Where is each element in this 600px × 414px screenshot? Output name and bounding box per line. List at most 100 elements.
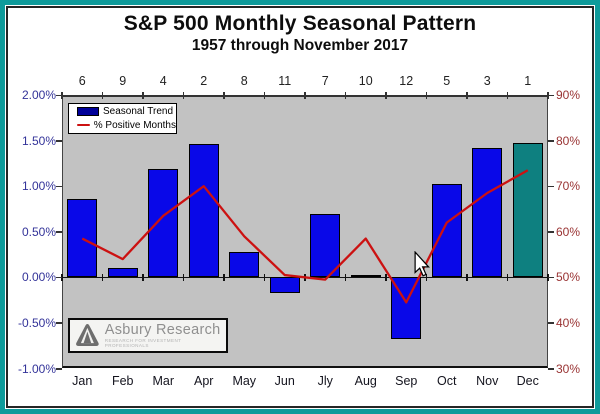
positive-months-line [81,169,529,304]
bar-apr [188,144,219,278]
chart-legend: Seasonal Trend % Positive Months [68,103,177,134]
chart-inner-frame: S&P 500 Monthly Seasonal Pattern 1957 th… [6,6,594,408]
left-axis-tick [56,185,62,188]
asbury-triangle-logo-icon [76,324,99,347]
x-axis-month-label: Nov [476,374,499,388]
month-rank-label: 8 [240,74,248,88]
legend-label: % Positive Months [93,119,176,131]
x-axis-month-label: Dec [516,374,539,388]
right-axis-tick-label: 30% [556,361,581,376]
right-axis-tick [548,231,554,233]
month-rank-label: 4 [159,74,167,88]
top-axis-tick [142,91,144,99]
x-axis-month-label: Sep [395,374,418,388]
legend-item-seasonal-trend: Seasonal Trend [77,106,176,117]
right-axis-tick [548,276,554,279]
right-axis-tick-label: 70% [556,179,581,194]
left-axis-tick-label: -1.00% [17,361,56,376]
x-axis-month-label: Jly [317,374,333,388]
bar-nov [472,147,503,278]
left-axis-tick [56,231,62,233]
month-rank-label: 7 [321,74,329,88]
top-axis-tick [61,91,63,99]
positive-months-line-layer [81,169,529,304]
month-rank-label: 6 [78,74,86,88]
right-axis-tick [548,94,554,96]
left-axis-tick-label: 0.00% [21,270,56,285]
x-axis-month-label: Jun [274,374,295,388]
bar-jun [269,277,300,293]
right-axis-tick [548,322,554,324]
bar-aug [350,274,381,278]
watermark-box: Asbury Research RESEARCH FOR INVESTMENT … [68,318,228,353]
left-axis-tick [56,94,62,96]
x-axis-month-label: Mar [152,374,175,388]
zero-axis-tick [223,273,225,281]
left-axis-tick [56,322,62,324]
left-axis-tick-label: 0.50% [21,224,56,239]
x-axis-month-label: Jan [72,374,93,388]
top-axis-tick [263,91,266,99]
left-axis-tick [56,276,62,279]
right-axis-tick-label: 80% [556,133,581,148]
right-axis-tick [548,368,554,370]
top-axis-tick [425,91,428,99]
right-axis-tick-label: 40% [556,315,581,330]
x-axis-month-label: May [232,374,257,388]
x-axis-month-label: Apr [194,374,214,388]
top-axis-tick [101,91,104,99]
zero-axis-tick [101,273,104,281]
top-axis-tick [385,91,387,99]
bar-jan [67,198,98,278]
top-axis-tick [344,91,347,99]
month-rank-label: 10 [358,74,373,88]
month-rank-label: 1 [524,74,532,88]
legend-item-positive-months: % Positive Months [77,120,176,131]
zero-axis-tick [425,273,428,281]
bar-sep [391,277,422,340]
top-axis-tick [466,91,468,99]
chart-canvas: S&P 500 Monthly Seasonal Pattern 1957 th… [8,8,592,406]
top-axis-tick [304,91,306,99]
mouse-cursor-icon [414,251,430,277]
month-rank-label: 5 [443,74,451,88]
month-rank-label: 3 [483,74,491,88]
bar-mar [148,168,179,278]
left-axis-tick-label: 2.00% [21,88,56,102]
left-axis-tick [56,140,62,142]
month-rank-label: 9 [119,74,127,88]
top-axis-tick [223,91,225,99]
x-axis-month-label: Aug [354,374,377,388]
right-axis-tick [548,140,554,142]
right-axis-tick-label: 90% [556,88,581,102]
chart-dynamic-layer: 2.00% 1.50% 1.00% 0.50% 0.00% -0.50% -1.00% 90%… [8,8,592,406]
top-axis-tick [506,91,509,99]
right-axis-tick-label: 50% [556,270,581,285]
zero-axis-tick [344,273,347,281]
month-rank-label: 12 [399,74,414,88]
bar-swatch-icon [77,107,99,117]
left-axis-tick [56,368,62,370]
zero-axis-tick [263,273,266,281]
bar-jly [310,213,341,278]
bar-feb [107,268,138,278]
zero-axis-tick [466,273,468,281]
top-axis-tick [182,91,185,99]
bar-oct [431,184,462,278]
month-rank-label: 2 [200,74,208,88]
zero-axis-tick [182,273,185,281]
left-axis-tick-label: -0.50% [17,315,56,330]
left-axis-tick-label: 1.00% [21,179,56,194]
line-swatch-icon [77,123,90,127]
x-axis-month-label: Feb [111,374,134,388]
bar-dec [512,143,543,278]
zero-axis-tick [142,273,144,281]
watermark-tagline: RESEARCH FOR INVESTMENT PROFESSIONALS [104,337,182,348]
x-axis-month-label: Oct [437,374,457,388]
right-axis-tick-label: 60% [556,224,581,239]
legend-label: Seasonal Trend [103,106,174,118]
zero-axis-tick [385,273,387,281]
right-axis-tick [548,185,554,188]
chart-title: S&P 500 Monthly Seasonal Pattern [123,12,477,35]
